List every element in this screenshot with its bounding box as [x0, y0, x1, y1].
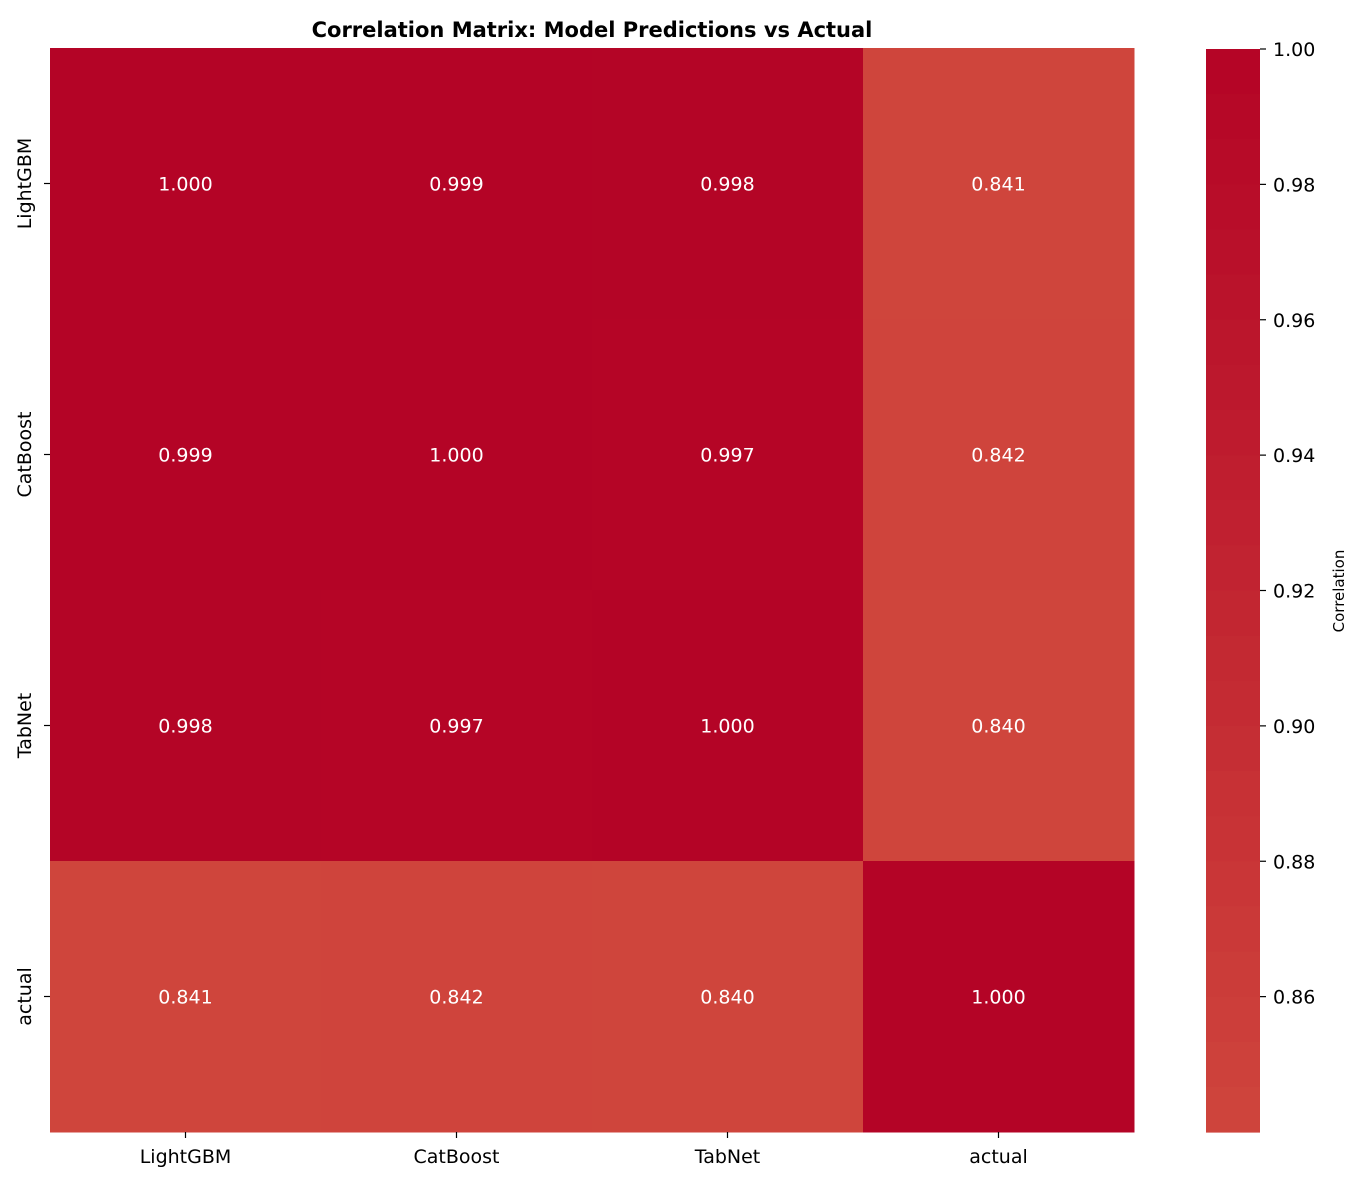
cell-value-label: 0.999 — [158, 445, 212, 467]
x-tick-label: TabNet — [694, 1146, 761, 1168]
heatmap-cell — [592, 319, 864, 591]
heatmap-cell — [321, 48, 593, 320]
x-tick-label: actual — [969, 1146, 1028, 1168]
cell-value-label: 0.998 — [158, 716, 212, 738]
colorbar-segment — [1206, 816, 1260, 862]
colorbar-segment — [1206, 680, 1260, 727]
colorbar-segment — [1206, 996, 1260, 1043]
cell-value-label: 1.000 — [700, 716, 754, 738]
colorbar-segment — [1206, 455, 1260, 501]
cell-value-label: 1.000 — [158, 174, 212, 196]
x-tick-label: CatBoost — [414, 1146, 500, 1168]
colorbar-tick-label: 1.00 — [1273, 39, 1315, 61]
colorbar-segment — [1206, 229, 1260, 276]
cell-value-label: 0.998 — [700, 174, 754, 196]
colorbar-tick-label: 0.98 — [1273, 174, 1315, 196]
heatmap-cell — [50, 861, 322, 1133]
chart-title: Correlation Matrix: Model Predictions vs… — [312, 18, 873, 42]
colorbar-tick-label: 0.96 — [1273, 310, 1315, 332]
colorbar-tick-label: 0.94 — [1273, 445, 1315, 467]
colorbar-tick-label: 0.86 — [1273, 987, 1315, 1009]
heatmap-cell — [50, 590, 322, 862]
colorbar-segment — [1206, 725, 1260, 772]
cell-value-label: 0.842 — [971, 445, 1025, 467]
colorbar-segment — [1206, 1041, 1260, 1088]
heatmap-cell — [863, 48, 1135, 320]
cell-value-label: 0.997 — [429, 716, 483, 738]
colorbar-segment — [1206, 274, 1260, 321]
cell-value-label: 0.842 — [429, 987, 483, 1009]
heatmap-cell — [863, 861, 1135, 1133]
colorbar-segment — [1206, 861, 1260, 907]
colorbar: 0.86 0.88 0.90 0.92 0.94 0.96 0.98 1.00 — [1206, 39, 1315, 1133]
cell-value-label: 0.840 — [700, 987, 754, 1009]
heatmap-cells — [50, 48, 1135, 1133]
cell-value-label: 0.841 — [158, 987, 212, 1009]
cell-value-label: 1.000 — [971, 987, 1025, 1009]
cell-value-label: 0.841 — [971, 174, 1025, 196]
heatmap-cell — [50, 319, 322, 591]
colorbar-segment — [1206, 906, 1260, 953]
y-tick-label: actual — [14, 967, 36, 1026]
colorbar-segment — [1206, 319, 1260, 366]
colorbar-segment — [1206, 49, 1260, 95]
y-tick-label: TabNet — [14, 693, 36, 760]
colorbar-segment — [1206, 94, 1260, 140]
colorbar-segment — [1206, 951, 1260, 998]
x-tick-label: LightGBM — [140, 1146, 232, 1168]
colorbar-segment — [1206, 771, 1260, 817]
colorbar-segment — [1206, 545, 1260, 592]
heatmap-cell — [863, 590, 1135, 862]
heatmap-cell — [50, 48, 322, 320]
colorbar-tick-label: 0.90 — [1273, 716, 1315, 738]
cell-annotations: 1.000 0.999 0.998 0.841 0.999 1.000 0.997 0.842… — [158, 174, 1025, 1009]
colorbar-segment — [1206, 500, 1260, 546]
colorbar-segment — [1206, 139, 1260, 185]
cell-value-label: 1.000 — [429, 445, 483, 467]
colorbar-segment — [1206, 364, 1260, 411]
colorbar-segment — [1206, 410, 1260, 456]
x-axis: LightGBM CatBoost TabNet actual — [140, 1132, 1028, 1168]
cell-value-label: 0.840 — [971, 716, 1025, 738]
y-axis: LightGBM CatBoost TabNet actual — [14, 138, 50, 1026]
colorbar-segment — [1206, 590, 1260, 637]
colorbar-segment — [1206, 1086, 1260, 1133]
heatmap-cell — [592, 590, 864, 862]
colorbar-tick-label: 0.92 — [1273, 581, 1315, 603]
cell-value-label: 0.997 — [700, 445, 754, 467]
colorbar-label: Correlation — [1330, 550, 1348, 633]
y-tick-label: CatBoost — [14, 412, 36, 498]
y-tick-label: LightGBM — [14, 138, 36, 230]
colorbar-tick-label: 0.88 — [1273, 851, 1315, 873]
heatmap-cell — [321, 319, 593, 591]
heatmap-cell — [592, 48, 864, 320]
heatmap-cell — [321, 861, 593, 1133]
colorbar-segment — [1206, 635, 1260, 682]
heatmap-cell — [592, 861, 864, 1133]
cell-value-label: 0.999 — [429, 174, 483, 196]
heatmap-cell — [863, 319, 1135, 591]
heatmap-cell — [321, 590, 593, 862]
colorbar-segment — [1206, 184, 1260, 231]
